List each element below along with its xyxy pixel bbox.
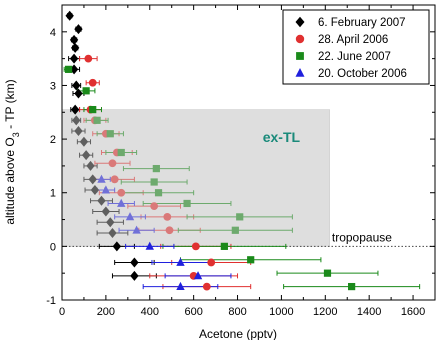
data-point-series-1 bbox=[207, 258, 216, 267]
data-point-series-0 bbox=[74, 88, 83, 99]
legend-marker-2 bbox=[296, 52, 304, 60]
x-tick-label: 1400 bbox=[357, 306, 381, 318]
x-axis-label: Acetone (pptv) bbox=[199, 327, 277, 340]
data-point-series-2 bbox=[117, 148, 125, 157]
data-point-series-2 bbox=[106, 130, 114, 138]
data-point-series-1 bbox=[191, 242, 200, 251]
legend-marker-0 bbox=[295, 16, 305, 28]
data-point-series-0 bbox=[90, 185, 100, 196]
data-point-series-0 bbox=[88, 174, 97, 185]
data-point-series-2 bbox=[64, 65, 73, 73]
x-tick-label: 400 bbox=[141, 306, 159, 318]
data-point-series-2 bbox=[89, 105, 97, 114]
data-point-series-0 bbox=[81, 150, 91, 161]
legend-label-1: 28. April 2006 bbox=[318, 34, 388, 46]
data-point-series-2 bbox=[231, 226, 239, 234]
data-point-series-0 bbox=[70, 104, 80, 115]
data-point-series-2 bbox=[154, 189, 163, 197]
y-tick-label: 4 bbox=[50, 27, 56, 39]
data-point-series-1 bbox=[110, 175, 119, 184]
x-tick-label: 600 bbox=[184, 306, 202, 318]
x-tick-label: 1200 bbox=[313, 306, 337, 318]
data-point-series-3 bbox=[101, 185, 111, 194]
y-tick-label: 0 bbox=[50, 241, 56, 253]
data-point-series-0 bbox=[69, 34, 79, 45]
legend-box bbox=[282, 9, 430, 85]
data-markers bbox=[64, 10, 356, 291]
data-point-series-0 bbox=[65, 10, 74, 21]
data-point-series-0 bbox=[72, 80, 81, 91]
data-point-series-1 bbox=[117, 188, 126, 197]
legend: 6. February 2007 28. April 2006 22. June 2… bbox=[282, 9, 430, 85]
data-point-series-0 bbox=[74, 126, 83, 137]
legend-label-2: 22. June 2007 bbox=[318, 51, 391, 63]
data-point-series-0 bbox=[70, 42, 80, 53]
x-tick-label: 0 bbox=[59, 306, 65, 318]
data-point-series-3 bbox=[176, 257, 185, 266]
data-point-series-3 bbox=[117, 198, 126, 207]
data-point-series-1 bbox=[150, 202, 159, 211]
x-tick-label: 1600 bbox=[401, 306, 425, 318]
data-point-series-0 bbox=[106, 217, 115, 228]
data-point-series-3 bbox=[193, 271, 203, 280]
ex-tl-label: ex-TL bbox=[263, 129, 301, 145]
y-tick-label: 2 bbox=[50, 134, 56, 146]
data-point-series-0 bbox=[72, 115, 81, 126]
x-tick-label: 1000 bbox=[269, 306, 293, 318]
y-axis-ticks: -1 0 1 2 3 4 bbox=[46, 4, 435, 307]
data-point-series-0 bbox=[101, 206, 111, 217]
legend-marker-3 bbox=[295, 68, 305, 77]
legend-label-3: 20. October 2006 bbox=[318, 68, 407, 80]
x-tick-label: 200 bbox=[97, 306, 115, 318]
data-point-series-2 bbox=[152, 164, 160, 173]
y-tick-label: 3 bbox=[50, 80, 56, 92]
y-tick-label: 1 bbox=[50, 188, 56, 200]
data-point-series-1 bbox=[84, 54, 93, 63]
data-point-series-0 bbox=[130, 270, 139, 281]
data-point-series-3 bbox=[132, 225, 141, 234]
x-axis-ticks: 0 200 400 600 800 1000 1200 1400 1600 bbox=[59, 5, 425, 318]
data-point-series-0 bbox=[74, 24, 83, 35]
data-point-series-2 bbox=[93, 116, 101, 124]
tropopause-label: tropopause bbox=[332, 230, 392, 244]
data-point-series-0 bbox=[108, 227, 117, 238]
data-point-series-2 bbox=[348, 282, 356, 291]
data-point-series-1 bbox=[108, 159, 117, 168]
data-point-series-0 bbox=[86, 160, 95, 171]
data-point-series-2 bbox=[82, 87, 90, 95]
y-tick-label: -1 bbox=[46, 295, 56, 307]
data-point-series-3 bbox=[176, 281, 185, 290]
data-point-series-2 bbox=[220, 242, 228, 250]
plot-frame bbox=[61, 4, 436, 301]
data-point-series-0 bbox=[130, 257, 139, 268]
data-point-series-3 bbox=[97, 174, 106, 183]
data-point-series-2 bbox=[247, 256, 255, 264]
data-point-series-1 bbox=[202, 282, 211, 291]
data-point-series-0 bbox=[97, 195, 106, 206]
data-point-series-2 bbox=[236, 213, 244, 221]
data-point-series-2 bbox=[183, 199, 191, 208]
data-point-series-1 bbox=[163, 212, 172, 221]
data-point-series-0 bbox=[79, 136, 89, 147]
data-point-series-1 bbox=[165, 226, 174, 235]
data-point-series-3 bbox=[125, 212, 135, 221]
data-point-series-2 bbox=[150, 178, 158, 186]
data-point-series-0 bbox=[69, 53, 79, 64]
y-axis-label: altitude above O3 - TP (km) bbox=[3, 79, 21, 224]
data-point-series-2 bbox=[323, 269, 332, 277]
data-point-series-3 bbox=[145, 241, 154, 250]
data-point-series-0 bbox=[112, 241, 122, 252]
legend-label-0: 6. February 2007 bbox=[318, 17, 406, 29]
x-tick-label: 800 bbox=[228, 306, 246, 318]
legend-items: 6. February 2007 28. April 2006 22. June 2… bbox=[295, 16, 407, 80]
legend-marker-1 bbox=[295, 34, 305, 44]
data-point-series-0 bbox=[69, 64, 79, 75]
data-point-series-1 bbox=[88, 78, 97, 87]
